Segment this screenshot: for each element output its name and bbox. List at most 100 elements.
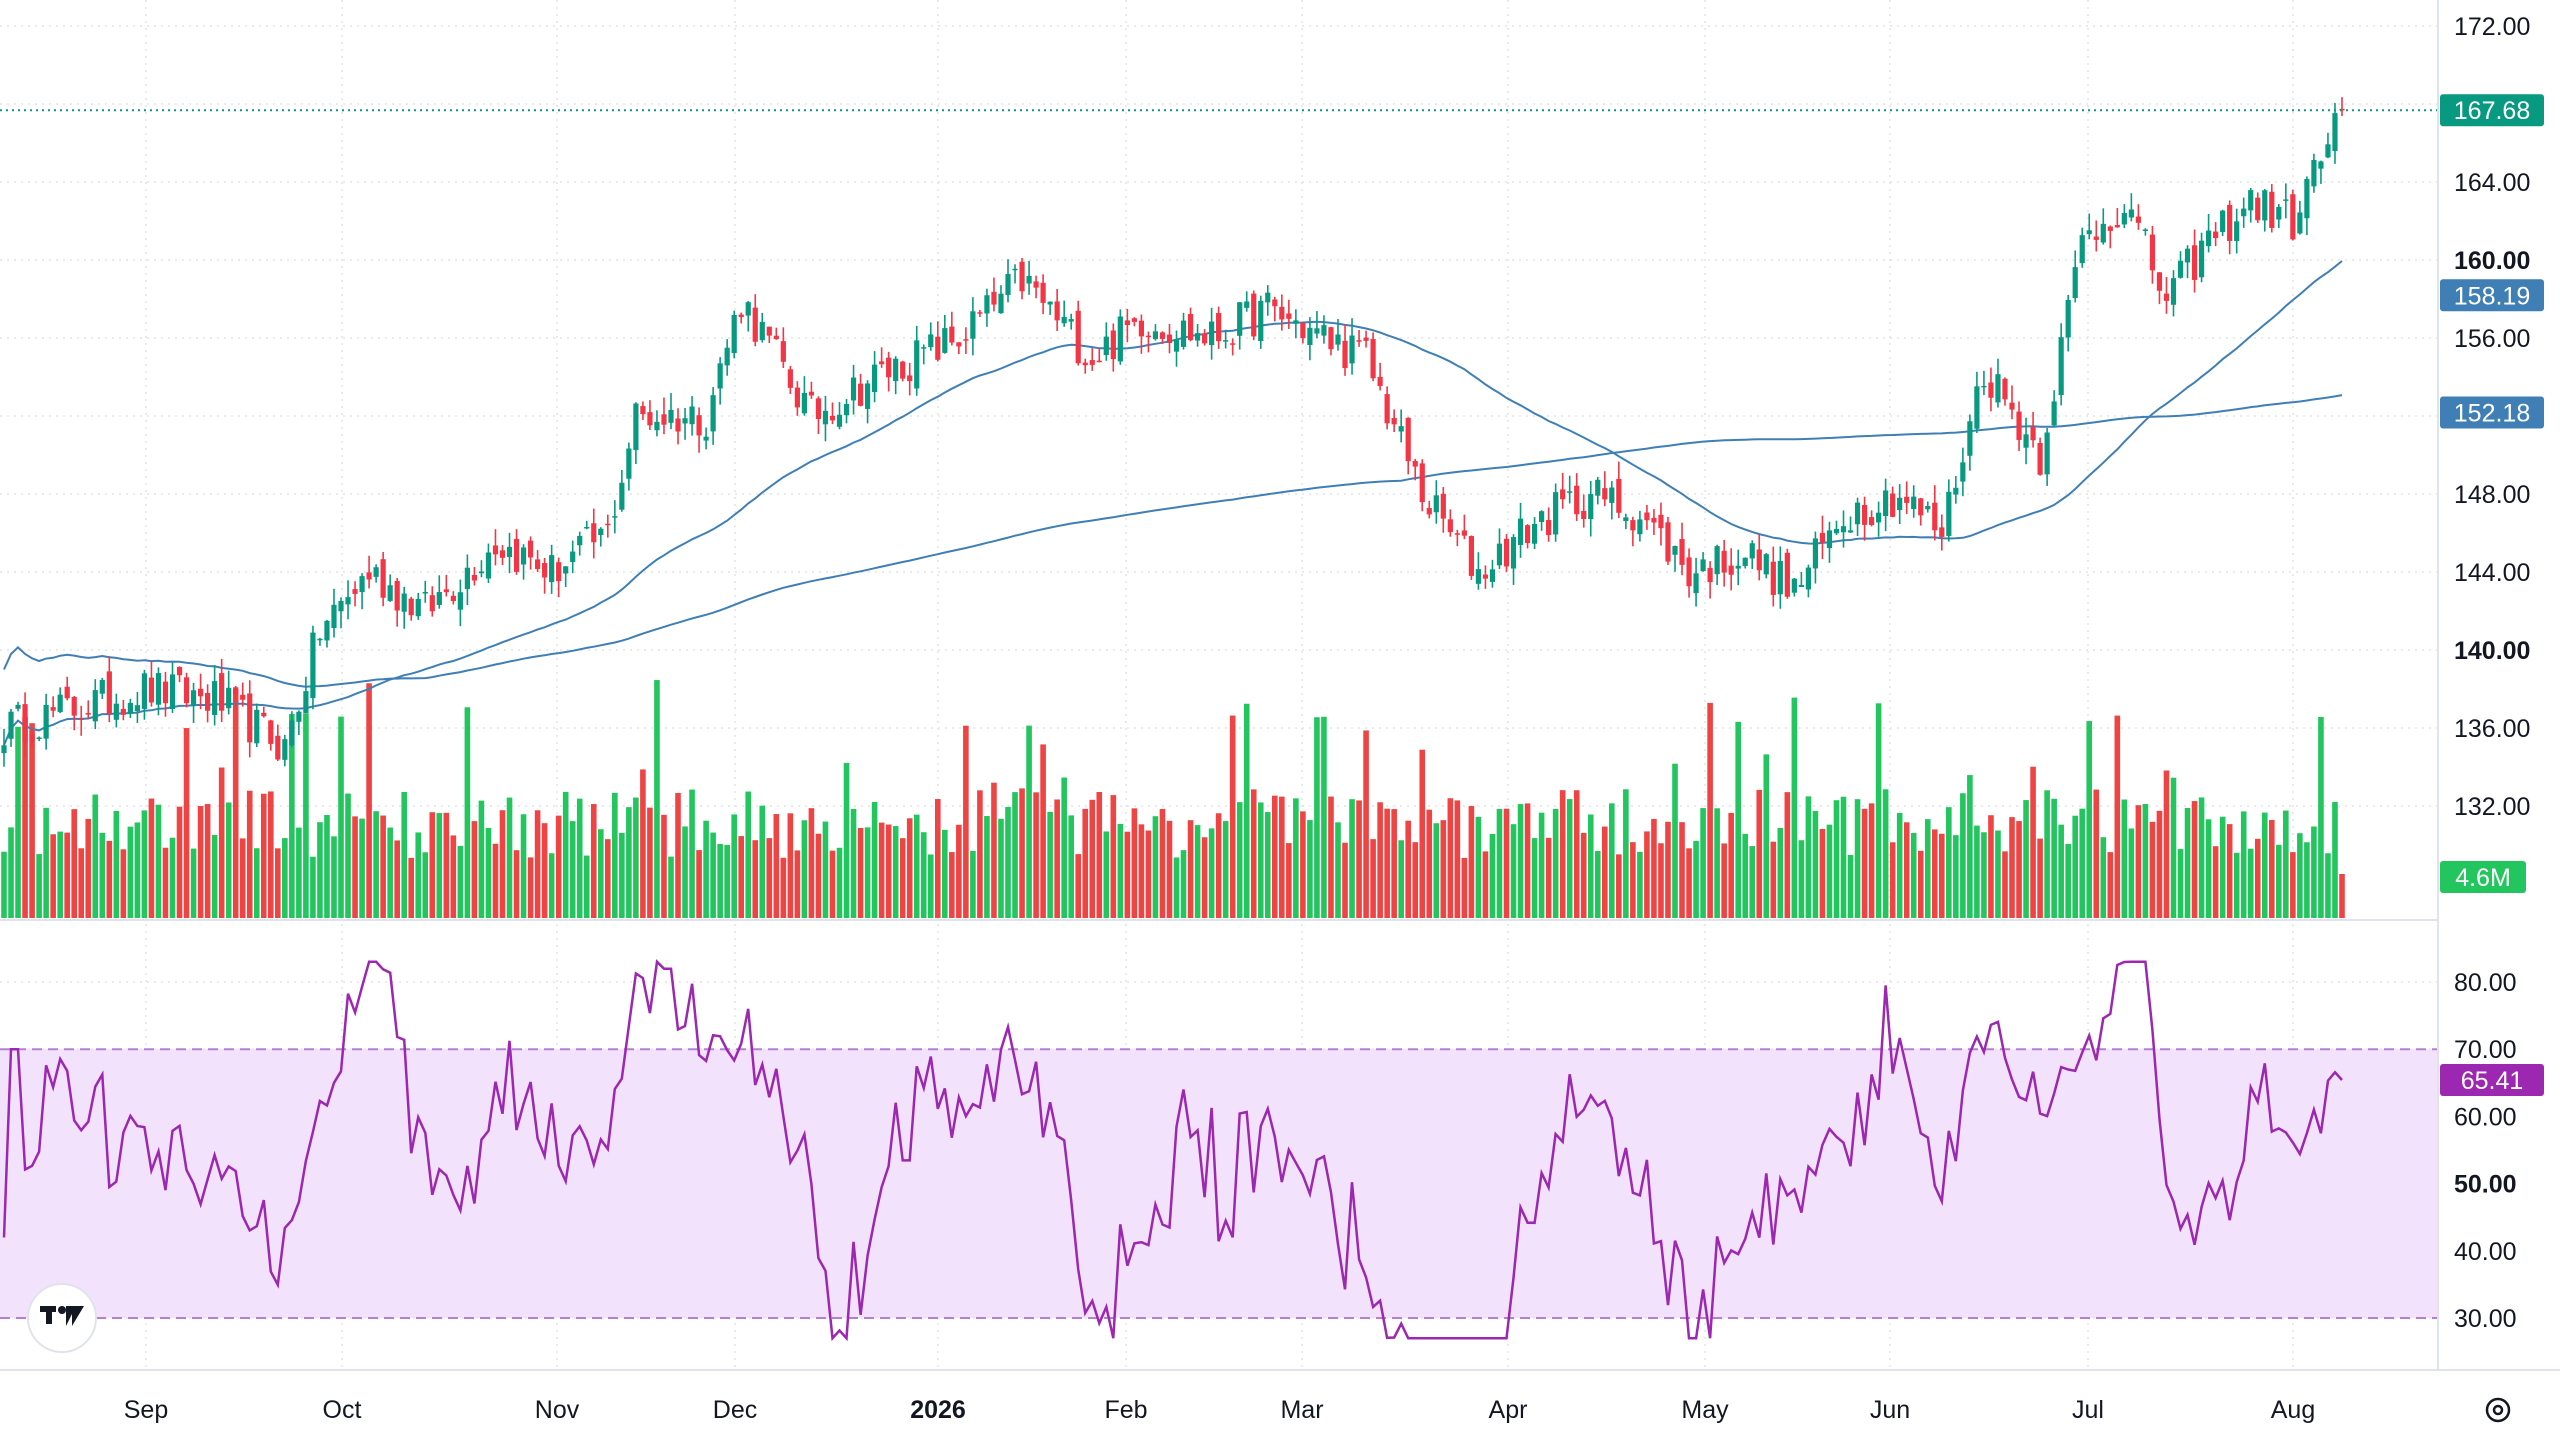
candle-body	[2065, 299, 2071, 338]
volume-bar	[1440, 820, 1447, 918]
candle-body	[766, 326, 772, 336]
candle-body	[759, 321, 765, 341]
volume-bar	[1868, 803, 1875, 918]
candle-body	[2030, 426, 2036, 441]
volume-bar	[1833, 800, 1840, 918]
volume-bar	[583, 855, 590, 918]
candle-body	[233, 687, 239, 695]
candle-body	[176, 666, 183, 676]
volume-bar	[731, 814, 737, 918]
candle-body	[1932, 502, 1938, 531]
volume-bar	[1917, 850, 1924, 918]
candle-body	[317, 638, 323, 641]
volume-bar	[1910, 833, 1917, 918]
candle-body	[380, 559, 386, 598]
candle-body	[492, 545, 499, 555]
rsi-tick-label: 30.00	[2454, 1305, 2517, 1333]
candle-body	[584, 527, 590, 529]
candle-body	[29, 733, 35, 742]
candle-body	[1819, 532, 1826, 543]
candle-body	[1272, 299, 1278, 307]
volume-bar	[773, 814, 780, 918]
volume-bar	[176, 806, 183, 918]
volume-bar	[1012, 792, 1018, 918]
candle-body	[935, 336, 941, 360]
candle-body	[429, 595, 435, 612]
volume-bar	[1981, 832, 1987, 918]
volume-bar	[766, 838, 773, 918]
volume-bar	[2051, 798, 2057, 918]
volume-bar	[43, 807, 49, 918]
volume-bar	[1960, 793, 1966, 918]
volume-bar	[970, 850, 976, 918]
candle-body	[780, 341, 786, 362]
candle-body	[1447, 519, 1453, 533]
volume-bar	[190, 848, 197, 918]
candle-body	[1082, 362, 1088, 366]
candle-body	[1854, 502, 1861, 525]
volume-bar	[169, 837, 176, 918]
volume-bar	[1812, 810, 1819, 918]
candle-body	[2009, 402, 2015, 410]
volume-bar	[2304, 842, 2310, 918]
volume-bar	[275, 848, 281, 918]
volume-bar	[555, 815, 562, 918]
price-tick-label: 132.00	[2454, 793, 2530, 821]
candle-body	[499, 550, 506, 558]
volume-bar	[1026, 725, 1032, 918]
volume-bar	[661, 814, 667, 918]
volume-bar	[1784, 792, 1791, 918]
tradingview-logo[interactable]	[27, 1283, 97, 1353]
volume-bar	[1559, 790, 1566, 918]
candle-body	[2086, 230, 2092, 235]
time-tick-label: Apr	[1489, 1396, 1528, 1424]
candle-body	[619, 482, 625, 510]
rsi-tick-label: 40.00	[2454, 1238, 2517, 1266]
candle-body	[1061, 316, 1067, 324]
volume-bar	[1426, 809, 1433, 918]
volume-bar	[1159, 809, 1166, 918]
volume-bar	[612, 792, 618, 918]
volume-bar	[1384, 808, 1390, 918]
candle-body	[527, 540, 534, 558]
candle-body	[1700, 559, 1706, 572]
candle-body	[1496, 543, 1503, 566]
volume-bar	[871, 802, 878, 918]
price-tick-label: 144.00	[2454, 559, 2530, 587]
volume-bar	[668, 856, 674, 918]
volume-bar	[282, 838, 288, 918]
volume-bar	[218, 767, 225, 918]
candle-body	[1791, 578, 1797, 593]
volume-bar	[1293, 798, 1299, 918]
volume-bar	[724, 845, 730, 918]
volume-bar	[1398, 840, 1404, 918]
candle-body	[654, 421, 660, 431]
time-tick-label: Jun	[1870, 1396, 1910, 1424]
candle-body	[1377, 376, 1383, 386]
candle-body	[394, 580, 400, 611]
candle-body	[2023, 434, 2029, 448]
volume-bar	[1124, 831, 1131, 918]
volume-bar	[2198, 797, 2205, 918]
volume-bar	[141, 810, 148, 918]
volume-bar	[513, 850, 520, 918]
candle-body	[1237, 302, 1243, 336]
volume-bar	[2247, 848, 2254, 918]
volume-bar	[1321, 716, 1327, 918]
candle-body	[1672, 545, 1678, 555]
volume-bar	[148, 798, 155, 918]
settings-gear-icon[interactable]	[2485, 1397, 2511, 1423]
candle-body	[808, 391, 815, 396]
volume-bar	[85, 818, 92, 918]
time-tick-label: Sep	[124, 1396, 168, 1424]
candle-body	[1777, 561, 1783, 595]
candle-body	[1595, 479, 1601, 496]
candle-body	[1216, 313, 1222, 342]
candle-body	[303, 691, 309, 714]
candle-body	[1321, 325, 1327, 336]
volume-bar	[682, 826, 688, 918]
volume-bar	[1482, 851, 1489, 918]
candle-body	[534, 559, 541, 570]
candle-body	[836, 414, 843, 427]
candle-body	[1033, 281, 1039, 288]
